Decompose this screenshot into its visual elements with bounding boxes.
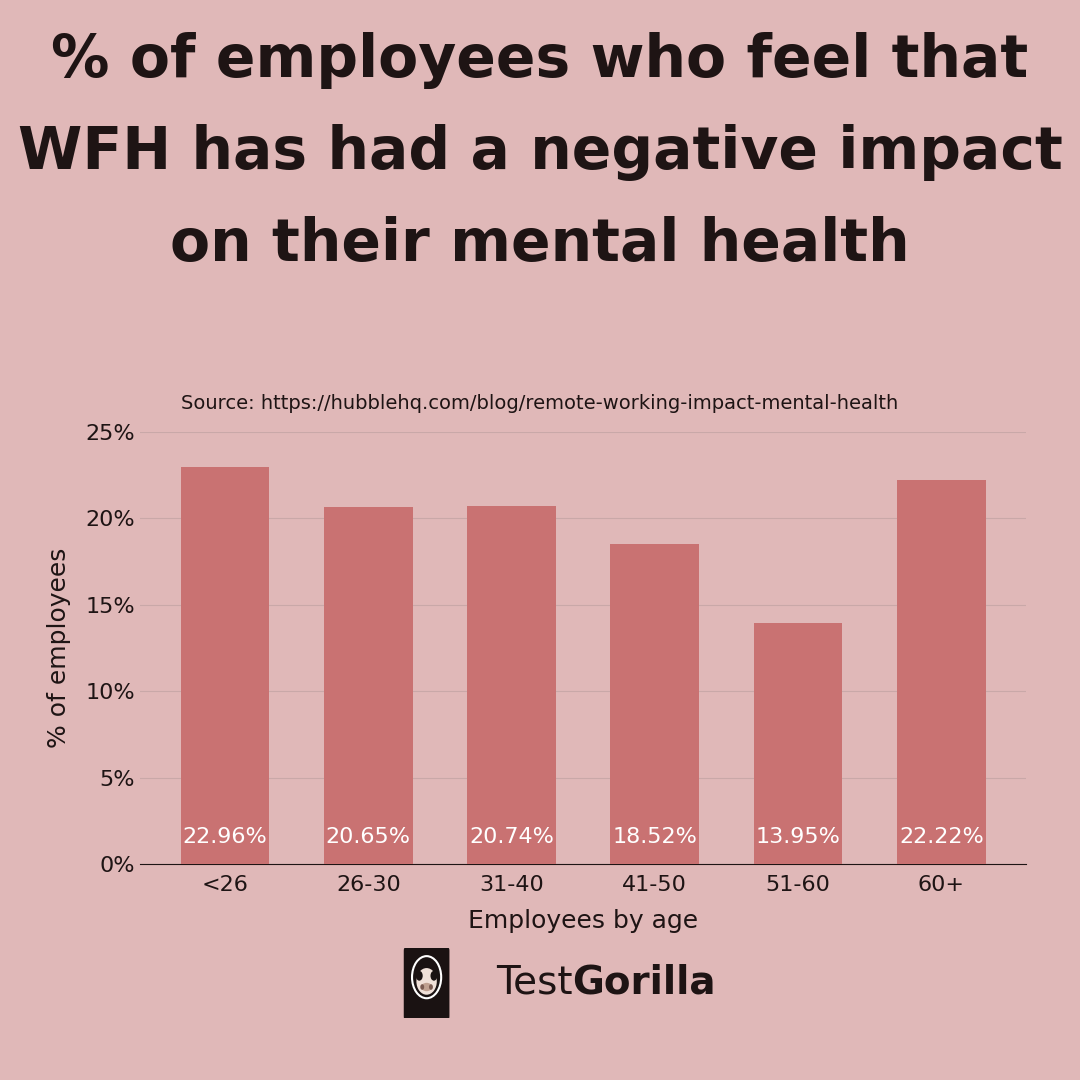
Bar [610, 544, 699, 864]
Text: 20.74%: 20.74% [469, 826, 554, 847]
Ellipse shape [421, 983, 432, 991]
Bar [324, 508, 413, 864]
Text: Source: https://hubblehq.com/blog/remote-working-impact-mental-health: Source: https://hubblehq.com/blog/remote… [181, 394, 899, 414]
Polygon shape [419, 1014, 434, 1022]
Text: WFH has had a negative impact: WFH has had a negative impact [17, 124, 1063, 181]
X-axis label: Employees by age: Employees by age [468, 909, 699, 933]
Circle shape [416, 971, 422, 981]
Text: 18.52%: 18.52% [612, 826, 698, 847]
Text: Test: Test [496, 963, 572, 1002]
Text: 13.95%: 13.95% [756, 826, 840, 847]
Bar [754, 623, 842, 864]
Bar [468, 505, 556, 864]
Circle shape [429, 984, 433, 989]
Text: % of employees who feel that: % of employees who feel that [52, 32, 1028, 90]
Ellipse shape [417, 968, 436, 995]
Y-axis label: % of employees: % of employees [48, 548, 71, 748]
Text: on their mental health: on their mental health [171, 216, 909, 273]
FancyBboxPatch shape [404, 947, 449, 1020]
Text: 22.22%: 22.22% [899, 826, 984, 847]
Circle shape [413, 956, 442, 998]
Text: 20.65%: 20.65% [326, 826, 410, 847]
Bar [896, 480, 986, 864]
Text: 22.96%: 22.96% [183, 826, 268, 847]
Circle shape [420, 984, 424, 989]
Circle shape [431, 971, 437, 981]
Bar [180, 468, 270, 864]
Text: Gorilla: Gorilla [572, 963, 716, 1002]
